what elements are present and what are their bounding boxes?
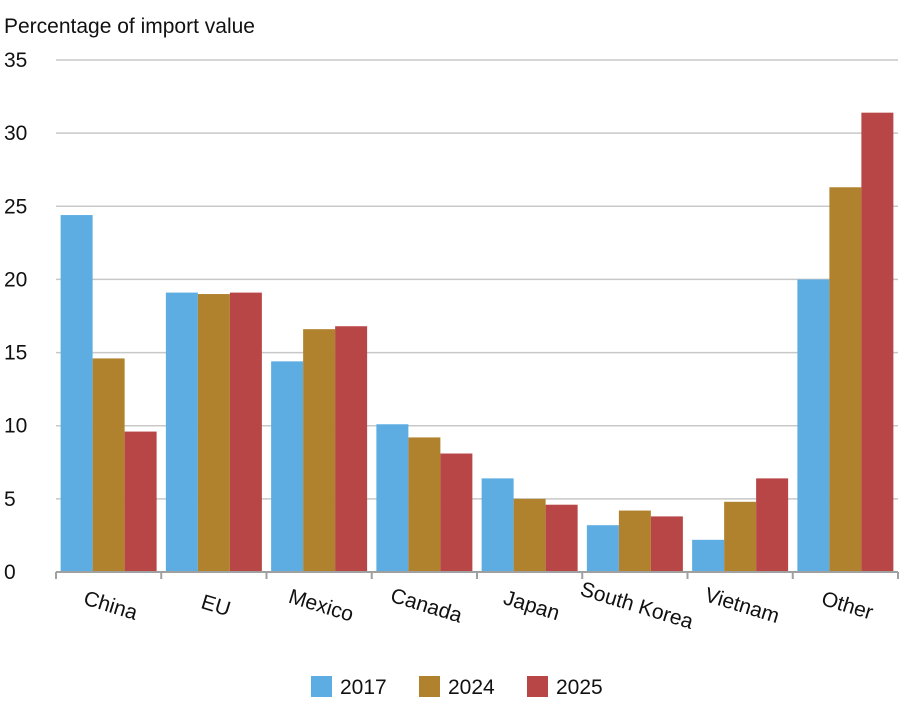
bar-2017-other [797, 279, 830, 572]
category-label: Other [819, 587, 876, 624]
category-label: China [81, 587, 141, 625]
legend-swatch-2017 [311, 676, 332, 697]
y-tick-label: 15 [4, 342, 27, 365]
legend-label-2017: 2017 [340, 676, 387, 699]
bar-2017-canada [376, 424, 409, 572]
category-label: Japan [501, 586, 562, 625]
bar-2025-vietnam [756, 478, 789, 572]
y-tick-labels: 0 5 10 15 20 25 30 35 [4, 49, 27, 584]
category-label: Vietnam [702, 584, 782, 628]
bar-2017-south-korea [586, 525, 619, 572]
bar-2024-china [92, 358, 125, 572]
bar-2025-other [861, 112, 894, 573]
bar-2017-vietnam [692, 539, 725, 572]
category-label: South Korea [578, 578, 697, 634]
bar-2017-japan [481, 478, 514, 572]
legend-swatch-2025 [527, 676, 548, 697]
category-label: EU [198, 591, 233, 622]
bars [60, 112, 894, 573]
bar-2025-south-korea [650, 516, 683, 572]
bar-2017-eu [165, 292, 198, 572]
bar-2024-south-korea [618, 510, 651, 572]
bar-2024-other [829, 187, 862, 573]
bar-2024-canada [408, 437, 441, 572]
bar-2024-japan [513, 498, 546, 572]
y-axis-title: Percentage of import value [4, 15, 255, 38]
y-tick-label: 20 [4, 268, 27, 291]
bar-2024-eu [197, 294, 230, 572]
y-tick-label: 10 [4, 415, 27, 438]
legend: 2017 2024 2025 [311, 676, 603, 699]
y-tick-label: 25 [4, 195, 27, 218]
legend-label-2025: 2025 [556, 676, 603, 699]
bar-2024-mexico [303, 329, 336, 572]
bar-2024-vietnam [724, 501, 757, 572]
bar-2017-china [60, 215, 93, 572]
x-axis [55, 571, 899, 579]
y-tick-label: 35 [4, 49, 27, 72]
bar-2025-china [124, 431, 157, 572]
y-tick-label: 30 [4, 122, 27, 145]
bar-2025-canada [440, 453, 473, 572]
legend-swatch-2024 [419, 676, 440, 697]
bar-2017-mexico [271, 361, 304, 572]
bar-2025-japan [545, 504, 578, 572]
bar-2025-mexico [335, 326, 368, 572]
legend-label-2024: 2024 [448, 676, 495, 699]
category-label: Canada [388, 584, 465, 628]
category-label: Mexico [286, 585, 356, 626]
bar-2025-eu [229, 292, 262, 572]
x-tick-labels: China EU Mexico Canada Japan South Korea Vietn… [81, 578, 876, 634]
y-tick-label: 0 [4, 561, 16, 584]
y-tick-label: 5 [4, 488, 16, 511]
